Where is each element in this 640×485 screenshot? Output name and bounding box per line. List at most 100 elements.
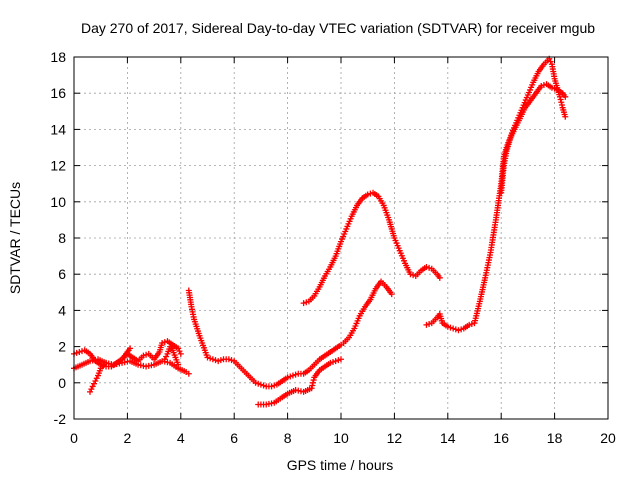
data-point-marker bbox=[309, 379, 316, 386]
data-point-marker bbox=[556, 93, 563, 100]
data-point-marker bbox=[300, 300, 307, 307]
data-point-marker bbox=[217, 357, 224, 364]
data-point-marker bbox=[257, 381, 264, 388]
data-point-marker bbox=[175, 361, 182, 368]
data-point-marker bbox=[88, 386, 95, 393]
data-point-marker bbox=[447, 324, 454, 331]
data-point-marker bbox=[458, 326, 465, 333]
data-point-marker bbox=[426, 264, 433, 271]
y-tick-label: -2 bbox=[54, 411, 67, 427]
y-tick-label: 12 bbox=[50, 158, 66, 174]
data-point-marker bbox=[163, 353, 170, 360]
data-point-marker bbox=[562, 113, 569, 120]
data-point-marker bbox=[444, 323, 451, 330]
y-tick-label: 8 bbox=[58, 230, 66, 246]
x-tick-label: 8 bbox=[284, 430, 292, 446]
data-point-marker bbox=[177, 350, 184, 357]
data-point-marker bbox=[255, 380, 262, 387]
series-track-8 bbox=[300, 189, 443, 307]
y-tick-label: 0 bbox=[58, 375, 66, 391]
x-tick-label: 4 bbox=[177, 430, 185, 446]
x-tick-label: 12 bbox=[387, 430, 403, 446]
data-point-marker bbox=[562, 93, 569, 100]
data-point-marker bbox=[87, 388, 94, 395]
data-point-marker bbox=[450, 325, 457, 332]
data-point-marker bbox=[289, 372, 296, 379]
data-point-marker bbox=[309, 382, 316, 389]
data-point-marker bbox=[558, 99, 565, 106]
data-point-marker bbox=[329, 358, 336, 365]
data-point-marker bbox=[426, 320, 433, 327]
data-point-marker bbox=[91, 380, 98, 387]
series-track-7 bbox=[255, 356, 344, 408]
data-point-marker bbox=[364, 191, 371, 198]
series-track-3 bbox=[87, 359, 110, 395]
y-tick-label: 14 bbox=[50, 121, 66, 137]
x-tick-label: 14 bbox=[440, 430, 456, 446]
data-point-marker bbox=[176, 348, 183, 355]
data-point-marker bbox=[410, 272, 417, 279]
data-point-marker bbox=[271, 382, 278, 389]
data-point-marker bbox=[332, 358, 339, 365]
x-tick-label: 20 bbox=[600, 430, 616, 446]
data-point-marker bbox=[89, 383, 96, 390]
data-point-marker bbox=[215, 358, 222, 365]
data-point-marker bbox=[103, 359, 110, 366]
data-point-marker bbox=[327, 359, 334, 366]
series-track-4 bbox=[111, 338, 184, 368]
data-point-marker bbox=[547, 58, 554, 65]
data-point-marker bbox=[468, 320, 475, 327]
data-point-marker bbox=[161, 356, 168, 363]
data-point-marker bbox=[175, 345, 182, 352]
series-track-6 bbox=[185, 287, 344, 390]
data-point-marker bbox=[287, 373, 294, 380]
data-point-marker bbox=[73, 349, 80, 356]
data-point-marker bbox=[204, 354, 211, 361]
data-point-marker bbox=[207, 355, 214, 362]
data-point-marker bbox=[143, 351, 150, 358]
data-point-marker bbox=[388, 291, 395, 298]
y-tick-label: 2 bbox=[58, 339, 66, 355]
data-point-marker bbox=[225, 356, 232, 363]
y-axis-label: SDTVAR / TECUs bbox=[7, 182, 23, 294]
data-point-marker bbox=[140, 352, 147, 359]
y-tick-label: 16 bbox=[50, 85, 66, 101]
data-point-marker bbox=[185, 370, 192, 377]
y-tick-label: 10 bbox=[50, 194, 66, 210]
x-tick-label: 6 bbox=[230, 430, 238, 446]
data-point-marker bbox=[93, 375, 100, 382]
x-tick-label: 2 bbox=[124, 430, 132, 446]
y-tick-label: 6 bbox=[58, 266, 66, 282]
data-point-marker bbox=[557, 96, 564, 103]
series-track-11 bbox=[498, 55, 569, 196]
data-point-marker bbox=[100, 362, 107, 369]
x-tick-label: 10 bbox=[333, 430, 349, 446]
data-point-marker bbox=[551, 85, 558, 92]
data-point-marker bbox=[407, 271, 414, 278]
data-point-marker bbox=[159, 339, 166, 346]
data-point-marker bbox=[260, 382, 267, 389]
data-point-marker bbox=[209, 356, 216, 363]
data-points bbox=[71, 55, 569, 408]
x-tick-label: 18 bbox=[547, 430, 563, 446]
data-point-marker bbox=[423, 263, 430, 270]
data-point-marker bbox=[466, 321, 473, 328]
data-point-marker bbox=[127, 345, 134, 352]
data-point-marker bbox=[436, 274, 443, 281]
data-point-marker bbox=[335, 357, 342, 364]
data-point-marker bbox=[76, 349, 83, 356]
data-point-marker bbox=[548, 84, 555, 91]
data-point-marker bbox=[558, 101, 565, 108]
data-point-marker bbox=[538, 82, 545, 89]
data-point-marker bbox=[212, 357, 219, 364]
x-axis-label: GPS time / hours bbox=[287, 457, 394, 473]
data-point-marker bbox=[92, 377, 99, 384]
x-tick-label: 0 bbox=[70, 430, 78, 446]
data-point-marker bbox=[455, 327, 462, 334]
data-point-marker bbox=[308, 385, 315, 392]
data-point-marker bbox=[284, 374, 291, 381]
data-point-marker bbox=[310, 377, 317, 384]
data-point-marker bbox=[452, 326, 459, 333]
